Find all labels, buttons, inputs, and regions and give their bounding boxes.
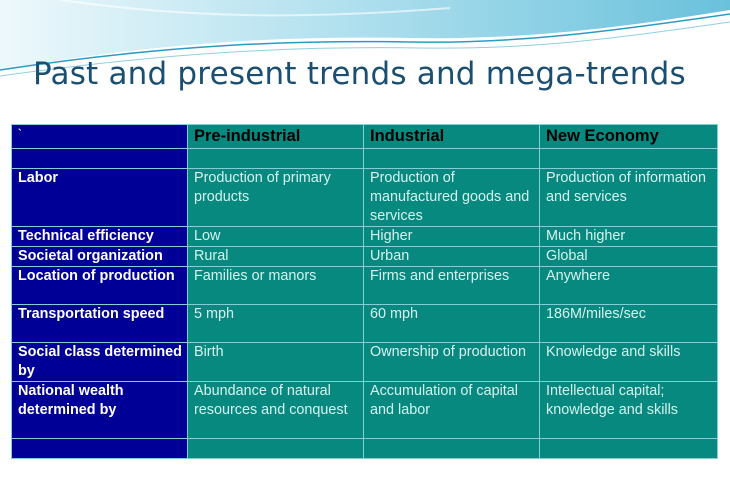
- decorative-wave-banner: [0, 0, 730, 77]
- spacer-cell: [187, 148, 364, 169]
- row-label: Societal organization: [11, 246, 188, 267]
- row-label: Location of production: [11, 266, 188, 305]
- spacer-cell: [363, 438, 540, 459]
- table-cell: Anywhere: [539, 266, 718, 305]
- trends-table: ` Pre-industrial Industrial New Economy …: [11, 124, 718, 459]
- row-label: National wealth determined by: [11, 381, 188, 439]
- table-cell: Firms and enterprises: [363, 266, 540, 305]
- table-cell: Production of manufactured goods and ser…: [363, 168, 540, 227]
- spacer-cell: [363, 148, 540, 169]
- table-row-technical-efficiency: Technical efficiency Low Higher Much hig…: [11, 226, 718, 247]
- spacer-cell: [539, 438, 718, 459]
- table-row-labor: Labor Production of primary products Pro…: [11, 168, 718, 227]
- column-header-industrial: Industrial: [363, 124, 540, 149]
- spacer-cell: [11, 438, 188, 459]
- table-cell: Ownership of production: [363, 342, 540, 382]
- table-cell: Production of primary products: [187, 168, 364, 227]
- table-corner-mark: `: [11, 124, 188, 149]
- spacer-cell: [11, 148, 188, 169]
- row-label: Transportation speed: [11, 304, 188, 343]
- table-cell: Abundance of natural resources and conqu…: [187, 381, 364, 439]
- table-cell: Urban: [363, 246, 540, 267]
- row-label: Social class determined by: [11, 342, 188, 382]
- column-header-pre-industrial: Pre-industrial: [187, 124, 364, 149]
- spacer-cell: [187, 438, 364, 459]
- table-row-societal-organization: Societal organization Rural Urban Global: [11, 246, 718, 267]
- table-cell: Knowledge and skills: [539, 342, 718, 382]
- table-cell: 60 mph: [363, 304, 540, 343]
- row-label: Labor: [11, 168, 188, 227]
- table-cell: Low: [187, 226, 364, 247]
- table-row-national-wealth: National wealth determined by Abundance …: [11, 381, 718, 439]
- table-cell: Intellectual capital; knowledge and skil…: [539, 381, 718, 439]
- table-cell: Production of information and services: [539, 168, 718, 227]
- table-spacer-row: [11, 438, 718, 459]
- table-cell: 5 mph: [187, 304, 364, 343]
- table-cell: Much higher: [539, 226, 718, 247]
- table-cell: Birth: [187, 342, 364, 382]
- table-header-row: ` Pre-industrial Industrial New Economy: [11, 124, 718, 149]
- table-row-location-of-production: Location of production Families or manor…: [11, 266, 718, 305]
- table-row-social-class: Social class determined by Birth Ownersh…: [11, 342, 718, 382]
- table-cell: 186M/miles/sec: [539, 304, 718, 343]
- row-label: Technical efficiency: [11, 226, 188, 247]
- table-cell: Higher: [363, 226, 540, 247]
- table-row-transportation-speed: Transportation speed 5 mph 60 mph 186M/m…: [11, 304, 718, 343]
- table-spacer-row: [11, 148, 718, 169]
- table-cell: Families or manors: [187, 266, 364, 305]
- table-cell: Global: [539, 246, 718, 267]
- column-header-new-economy: New Economy: [539, 124, 718, 149]
- spacer-cell: [539, 148, 718, 169]
- table-cell: Accumulation of capital and labor: [363, 381, 540, 439]
- table-cell: Rural: [187, 246, 364, 267]
- slide-title: Past and present trends and mega-trends: [33, 56, 686, 92]
